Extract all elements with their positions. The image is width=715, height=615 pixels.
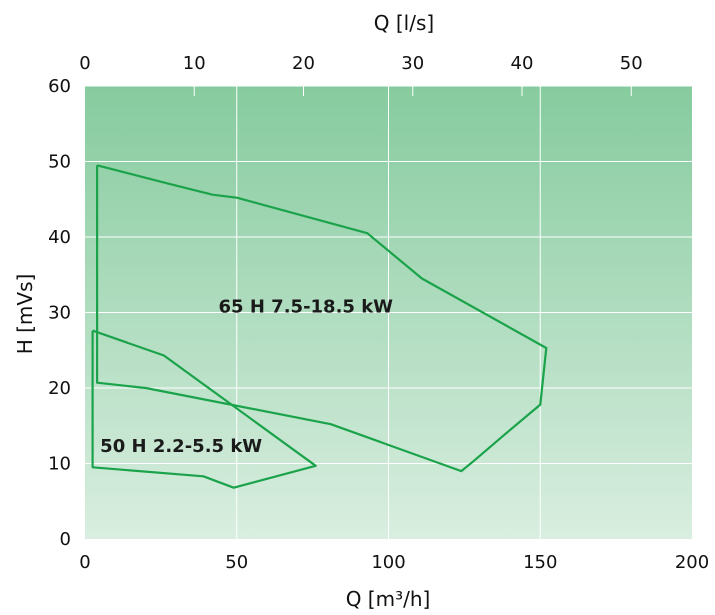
x-tick-label-3: 150	[523, 552, 557, 573]
y-tick-label-6: 60	[48, 76, 71, 97]
series-label-0: 65 H 7.5-18.5 kW	[219, 297, 394, 318]
x2-tick-label-1: 10	[183, 53, 206, 74]
x2-axis-tick-labels: 0 10 20 30 40 50	[79, 53, 642, 74]
y-tick-label-0: 0	[60, 529, 71, 550]
series-outlines	[91, 164, 548, 489]
x2-tick-label-3: 30	[401, 53, 424, 74]
x2-tick-label-5: 50	[620, 53, 643, 74]
y-axis-title: H [mVs]	[13, 274, 37, 355]
y-tick-label-2: 20	[48, 378, 71, 399]
y-axis-tick-labels: 0 10 20 30 40 50 60	[48, 76, 71, 550]
x-axis-title: Q [m³/h]	[346, 587, 431, 611]
x2-tick-label-0: 0	[79, 53, 90, 74]
y-tick-label-5: 50	[48, 152, 71, 173]
series-label-1: 50 H 2.2-5.5 kW	[100, 436, 262, 457]
x2-axis-title: Q [l/s]	[374, 11, 434, 35]
x-tick-label-4: 200	[675, 552, 709, 573]
x-tick-label-0: 0	[79, 552, 90, 573]
y-tick-label-1: 10	[48, 454, 71, 475]
x-axis-tick-labels: 0 50 100 150 200	[79, 552, 709, 573]
y-tick-label-3: 30	[48, 303, 71, 324]
x-tick-label-1: 50	[225, 552, 248, 573]
region-labels: 65 H 7.5-18.5 kW 50 H 2.2-5.5 kW	[100, 297, 393, 458]
x2-tick-label-2: 20	[292, 53, 315, 74]
series-outline-1	[91, 329, 317, 489]
x-tick-label-2: 100	[371, 552, 405, 573]
y-tick-label-4: 40	[48, 227, 71, 248]
grid-lines	[85, 85, 692, 539]
x2-tick-label-4: 40	[511, 53, 534, 74]
series-outline-0	[95, 164, 548, 473]
